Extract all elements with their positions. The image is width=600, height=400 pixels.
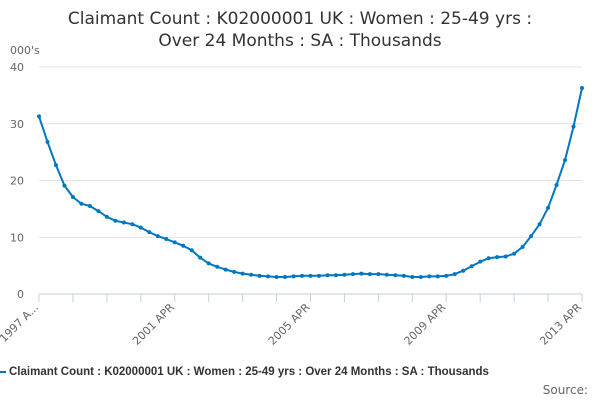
data-point — [495, 255, 500, 260]
data-point — [461, 268, 466, 273]
data-point — [418, 274, 423, 279]
data-point — [138, 225, 143, 230]
chart-title-line-2: Over 24 Months : SA : Thousands — [158, 31, 442, 51]
legend-label: Claimant Count : K02000001 UK : Women : … — [9, 366, 489, 378]
data-point — [367, 272, 372, 277]
data-point — [283, 274, 288, 279]
data-point — [257, 273, 262, 278]
data-point — [580, 85, 584, 90]
data-point — [121, 220, 126, 225]
data-point — [130, 222, 135, 227]
data-point — [232, 269, 237, 274]
data-point — [316, 273, 321, 278]
data-point — [401, 273, 406, 278]
data-point — [70, 194, 75, 199]
data-point — [37, 114, 41, 119]
data-point — [113, 218, 118, 223]
data-point — [164, 236, 169, 241]
data-point — [444, 273, 449, 278]
data-point — [249, 272, 254, 277]
data-point — [215, 264, 220, 269]
data-point — [62, 183, 67, 188]
y-axis-unit-label: 000's — [10, 44, 40, 57]
data-point — [503, 254, 508, 259]
y-tick-label: 20 — [10, 175, 24, 188]
data-point — [300, 273, 305, 278]
data-point — [393, 273, 398, 278]
data-point — [181, 243, 186, 248]
data-point — [291, 274, 296, 279]
data-point — [274, 274, 279, 279]
data-point — [87, 204, 92, 209]
data-point — [546, 205, 551, 210]
data-point — [512, 251, 517, 256]
data-point — [452, 272, 457, 277]
chart-title-line-1: Claimant Count : K02000001 UK : Women : … — [67, 9, 533, 29]
data-point — [155, 234, 160, 239]
x-tick-label: 2013 APR — [537, 301, 584, 348]
data-point — [172, 240, 177, 245]
data-point — [350, 272, 355, 277]
data-point — [45, 139, 50, 144]
y-tick-label: 30 — [10, 118, 24, 131]
source-label: Source: — [542, 383, 588, 397]
data-point — [53, 163, 58, 168]
data-point — [478, 259, 483, 264]
data-point — [308, 273, 313, 278]
data-point — [79, 201, 84, 206]
series-line — [38, 87, 583, 278]
data-point — [427, 274, 432, 279]
data-point — [529, 234, 534, 239]
data-point — [104, 214, 109, 219]
data-point — [410, 274, 415, 279]
y-tick-label: 10 — [10, 231, 24, 244]
x-tick-label: 1997 A... — [0, 301, 41, 345]
data-point — [359, 271, 364, 276]
data-point — [333, 273, 338, 278]
x-tick-label: 2001 APR — [130, 301, 177, 348]
data-point — [571, 124, 576, 129]
x-tick-label: 2009 APR — [401, 301, 448, 348]
data-point — [563, 158, 568, 163]
data-point — [240, 271, 245, 276]
data-point — [342, 272, 347, 277]
data-point — [384, 272, 389, 277]
data-point — [325, 273, 330, 278]
x-tick-label: 2005 APR — [266, 301, 313, 348]
legend-item[interactable]: Claimant Count : K02000001 UK : Women : … — [0, 365, 600, 379]
data-point — [520, 244, 525, 249]
data-point — [198, 255, 203, 260]
data-point — [486, 256, 491, 261]
data-point — [537, 222, 542, 227]
data-point — [147, 230, 152, 235]
data-point — [469, 264, 474, 269]
data-point — [189, 248, 194, 253]
data-point — [223, 267, 228, 272]
data-point — [376, 272, 381, 277]
data-point — [435, 274, 440, 279]
data-point — [554, 183, 559, 188]
data-point — [266, 274, 271, 279]
y-tick-label: 40 — [10, 61, 24, 74]
data-point — [96, 209, 101, 214]
y-tick-label: 0 — [17, 288, 24, 301]
legend-swatch — [0, 370, 6, 373]
data-point — [206, 261, 211, 266]
